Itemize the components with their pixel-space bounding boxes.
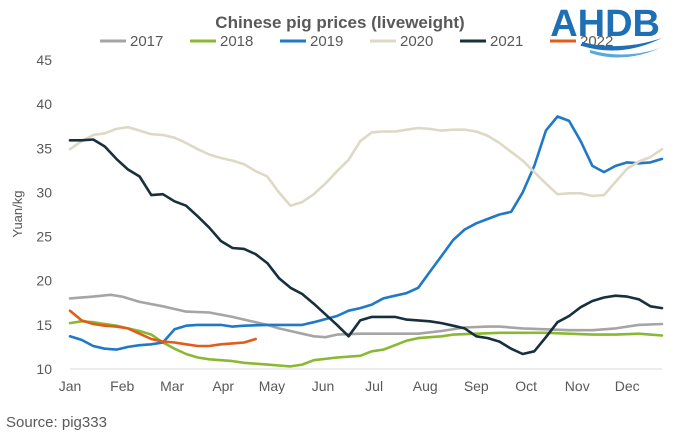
y-axis-title: Yuan/kg bbox=[10, 191, 25, 238]
x-tick-label-may: May bbox=[259, 378, 285, 394]
series-line-2019 bbox=[68, 115, 664, 351]
x-tick-label-apr: Apr bbox=[212, 378, 234, 394]
y-tick-label: 40 bbox=[36, 96, 52, 112]
x-tick-label-mar: Mar bbox=[160, 378, 184, 394]
logo-swoosh-icon bbox=[582, 38, 662, 51]
series-lines bbox=[68, 115, 664, 368]
series-line-2020 bbox=[68, 125, 664, 207]
source-text: Source: pig333 bbox=[6, 414, 107, 431]
y-tick-label: 15 bbox=[36, 317, 52, 333]
y-tick-label: 45 bbox=[36, 52, 52, 68]
y-tick-label: 10 bbox=[36, 361, 52, 377]
series-line-2022 bbox=[68, 309, 257, 348]
legend-label-2020: 2020 bbox=[400, 33, 433, 50]
y-tick-label: 30 bbox=[36, 184, 52, 200]
series-line-2018 bbox=[68, 320, 664, 368]
x-tick-label-feb: Feb bbox=[110, 378, 134, 394]
x-tick-label-oct: Oct bbox=[515, 378, 537, 394]
series-line-2021 bbox=[68, 138, 664, 356]
x-tick-label-nov: Nov bbox=[565, 378, 590, 394]
x-tick-label-jul: Jul bbox=[365, 378, 383, 394]
series-line-2017 bbox=[68, 293, 664, 339]
y-axis: 10 15 20 25 30 35 40 45 bbox=[36, 52, 52, 377]
y-tick-label: 25 bbox=[36, 229, 52, 245]
logo-text: AHDB bbox=[550, 3, 660, 45]
x-tick-label-dec: Dec bbox=[615, 378, 640, 394]
x-tick-label-jun: Jun bbox=[312, 378, 335, 394]
legend-label-2017: 2017 bbox=[130, 33, 163, 50]
legend-label-2018: 2018 bbox=[220, 33, 253, 50]
chart-title: Chinese pig prices (liveweight) bbox=[215, 13, 464, 32]
legend: 2017 2018 2019 2020 2021 2022 bbox=[100, 33, 613, 50]
legend-label-2021: 2021 bbox=[490, 33, 523, 50]
x-axis: Jan Feb Mar Apr May Jun Jul Aug Sep Oct Nov Dec bbox=[59, 378, 640, 394]
x-tick-label-jan: Jan bbox=[59, 378, 82, 394]
legend-label-2019: 2019 bbox=[310, 33, 343, 50]
ahdb-logo: AHDB bbox=[550, 3, 662, 58]
logo-swoosh-icon bbox=[590, 48, 660, 58]
x-tick-label-sep: Sep bbox=[464, 378, 489, 394]
y-tick-label: 20 bbox=[36, 273, 52, 289]
x-tick-label-aug: Aug bbox=[413, 378, 438, 394]
y-tick-label: 35 bbox=[36, 140, 52, 156]
